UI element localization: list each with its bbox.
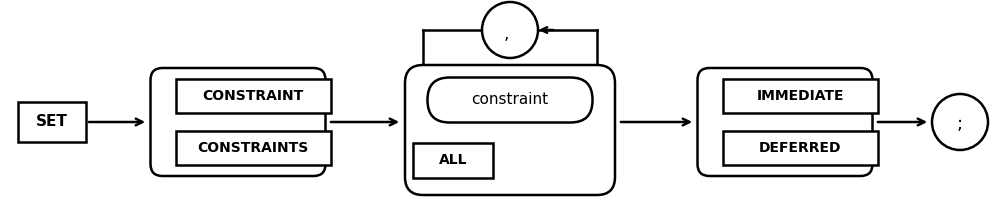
Text: ;: ; [957,115,963,133]
FancyBboxPatch shape [428,77,592,123]
Text: DEFERRED: DEFERRED [759,141,841,155]
Bar [176,131,330,165]
Bar [176,79,330,113]
Bar [18,102,86,142]
Text: ALL: ALL [439,153,467,167]
Text: SET: SET [36,115,68,130]
Text: CONSTRAINTS: CONSTRAINTS [197,141,309,155]
Text: ,: , [503,25,509,43]
FancyBboxPatch shape [150,68,326,176]
FancyBboxPatch shape [698,68,872,176]
Text: IMMEDIATE: IMMEDIATE [756,89,844,103]
Text: CONSTRAINT: CONSTRAINT [202,89,304,103]
Bar [722,131,878,165]
Text: constraint: constraint [471,92,549,107]
FancyBboxPatch shape [405,65,615,195]
Bar [413,142,493,177]
Circle shape [482,2,538,58]
Bar [722,79,878,113]
Circle shape [932,94,988,150]
